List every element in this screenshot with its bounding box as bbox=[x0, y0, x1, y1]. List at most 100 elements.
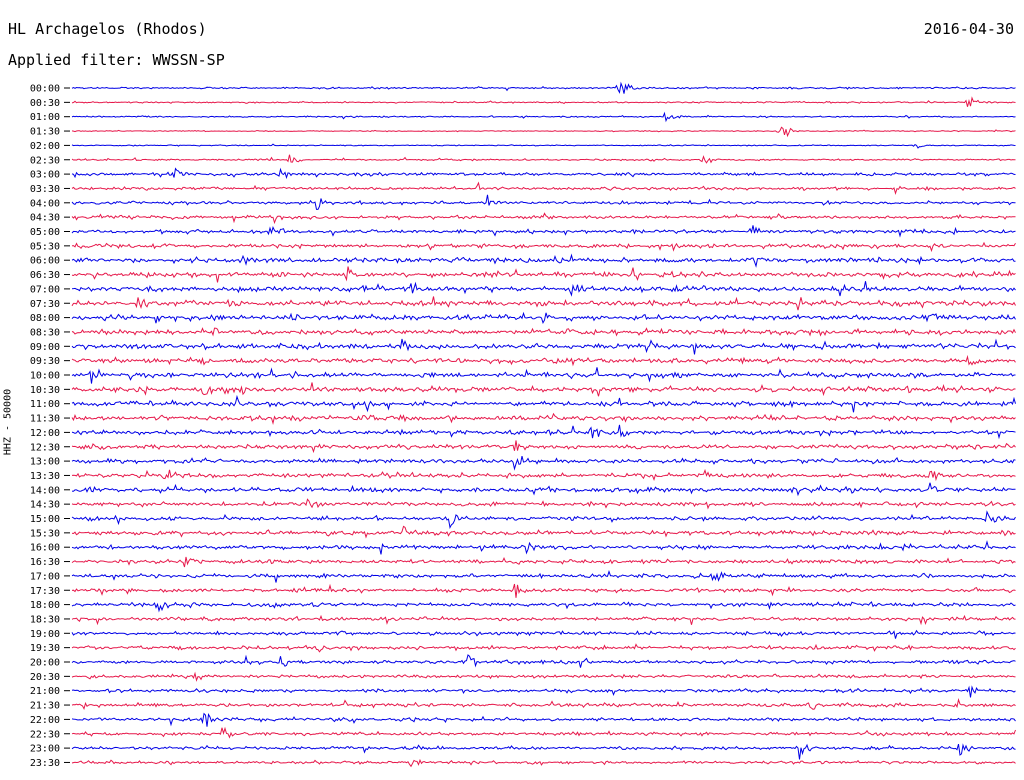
seismogram-trace bbox=[71, 671, 1016, 682]
seismogram-trace bbox=[71, 96, 1016, 107]
seismogram-trace bbox=[71, 743, 1016, 760]
trace-time-label: 19:00 bbox=[30, 629, 60, 640]
trace-time-label: 02:30 bbox=[30, 155, 60, 166]
trace-time-label: 02:00 bbox=[30, 141, 60, 152]
trace-time-label: 16:30 bbox=[30, 557, 60, 568]
seismogram-trace bbox=[71, 181, 1016, 196]
seismogram-trace bbox=[71, 394, 1016, 413]
trace-time-label: 12:00 bbox=[30, 428, 60, 439]
trace-time-label: 20:00 bbox=[30, 658, 60, 669]
trace-time-label: 17:00 bbox=[30, 571, 60, 582]
trace-time-label: 18:00 bbox=[30, 600, 60, 611]
seismogram-trace bbox=[71, 601, 1016, 613]
trace-time-label: 18:30 bbox=[30, 614, 60, 625]
seismogram-trace bbox=[71, 154, 1016, 164]
seismogram-trace bbox=[71, 412, 1016, 426]
trace-time-label: 22:30 bbox=[30, 729, 60, 740]
seismogram-trace bbox=[71, 726, 1016, 739]
seismogram-trace bbox=[71, 281, 1016, 297]
trace-time-label: 23:00 bbox=[30, 744, 60, 755]
seismogram-trace bbox=[71, 382, 1016, 397]
seismogram-trace bbox=[71, 570, 1016, 583]
trace-time-label: 15:30 bbox=[30, 528, 60, 539]
trace-time-label: 13:00 bbox=[30, 457, 60, 468]
seismogram-trace bbox=[71, 253, 1016, 268]
trace-time-label: 14:00 bbox=[30, 485, 60, 496]
seismogram-trace bbox=[71, 81, 1016, 94]
seismogram-trace bbox=[71, 468, 1016, 482]
seismogram-trace bbox=[71, 311, 1016, 325]
seismogram-trace bbox=[71, 455, 1016, 471]
station-title: HL Archagelos (Rhodos) bbox=[8, 20, 207, 38]
trace-time-label: 01:00 bbox=[30, 112, 60, 123]
trace-time-label: 07:30 bbox=[30, 299, 60, 310]
trace-time-label: 06:00 bbox=[30, 256, 60, 267]
seismogram-trace bbox=[71, 583, 1016, 598]
trace-time-label: 00:30 bbox=[30, 98, 60, 109]
trace-time-label: 14:30 bbox=[30, 500, 60, 511]
seismogram-trace bbox=[71, 225, 1016, 238]
filter-label: Applied filter: WWSSN-SP bbox=[8, 51, 225, 69]
trace-time-label: 11:00 bbox=[30, 399, 60, 410]
seismogram-trace bbox=[71, 482, 1016, 497]
trace-time-label: 01:30 bbox=[30, 127, 60, 138]
seismogram-trace bbox=[71, 510, 1016, 530]
seismogram-trace bbox=[71, 556, 1016, 568]
trace-time-label: 08:30 bbox=[30, 327, 60, 338]
seismogram-trace bbox=[71, 697, 1016, 711]
trace-time-label: 12:30 bbox=[30, 442, 60, 453]
trace-time-label: 22:00 bbox=[30, 715, 60, 726]
trace-time-label: 23:30 bbox=[30, 758, 60, 769]
trace-time-label: 20:30 bbox=[30, 672, 60, 683]
trace-time-label: 07:00 bbox=[30, 284, 60, 295]
seismogram-trace bbox=[71, 327, 1016, 337]
trace-time-label: 08:00 bbox=[30, 313, 60, 324]
seismogram-trace bbox=[71, 654, 1016, 668]
seismogram-trace bbox=[71, 126, 1016, 138]
seismogram-trace bbox=[71, 111, 1016, 123]
date-label: 2016-04-30 bbox=[923, 20, 1014, 38]
trace-time-label: 04:30 bbox=[30, 213, 60, 224]
seismogram-trace bbox=[71, 194, 1016, 210]
seismogram-trace bbox=[71, 758, 1016, 768]
trace-time-label: 09:30 bbox=[30, 356, 60, 367]
trace-time-label: 11:30 bbox=[30, 414, 60, 425]
seismogram-trace bbox=[71, 440, 1016, 454]
seismogram-trace bbox=[71, 296, 1016, 311]
trace-time-label: 03:30 bbox=[30, 184, 60, 195]
seismogram-trace bbox=[71, 643, 1016, 653]
seismogram-trace bbox=[71, 685, 1016, 698]
seismogram-trace bbox=[71, 167, 1016, 180]
seismogram-trace bbox=[71, 614, 1016, 626]
trace-time-label: 00:00 bbox=[30, 84, 60, 95]
trace-time-label: 05:30 bbox=[30, 241, 60, 252]
trace-time-label: 21:00 bbox=[30, 686, 60, 697]
seismogram-trace bbox=[71, 354, 1016, 367]
trace-time-label: 04:00 bbox=[30, 198, 60, 209]
trace-time-label: 05:00 bbox=[30, 227, 60, 238]
seismogram-trace bbox=[71, 525, 1016, 539]
seismogram-trace bbox=[71, 629, 1016, 639]
trace-time-label: 16:00 bbox=[30, 543, 60, 554]
trace-time-label: 03:00 bbox=[30, 170, 60, 181]
seismogram-trace bbox=[71, 266, 1016, 283]
seismogram-trace bbox=[71, 367, 1016, 384]
seismogram-trace bbox=[71, 712, 1016, 727]
seismogram-trace bbox=[71, 143, 1016, 149]
trace-time-label: 06:30 bbox=[30, 270, 60, 281]
trace-time-label: 19:30 bbox=[30, 643, 60, 654]
trace-time-label: 10:00 bbox=[30, 371, 60, 382]
trace-time-label: 09:00 bbox=[30, 342, 60, 353]
trace-time-label: 15:00 bbox=[30, 514, 60, 525]
trace-time-label: 21:30 bbox=[30, 701, 60, 712]
seismogram-trace bbox=[71, 212, 1016, 225]
trace-time-label: 13:30 bbox=[30, 471, 60, 482]
trace-time-label: 17:30 bbox=[30, 586, 60, 597]
seismogram-trace bbox=[71, 540, 1016, 555]
trace-time-label: 10:30 bbox=[30, 385, 60, 396]
seismogram-trace bbox=[71, 241, 1016, 253]
seismogram-trace bbox=[71, 338, 1016, 355]
seismogram-trace bbox=[71, 498, 1016, 510]
seismogram-trace bbox=[71, 424, 1016, 440]
